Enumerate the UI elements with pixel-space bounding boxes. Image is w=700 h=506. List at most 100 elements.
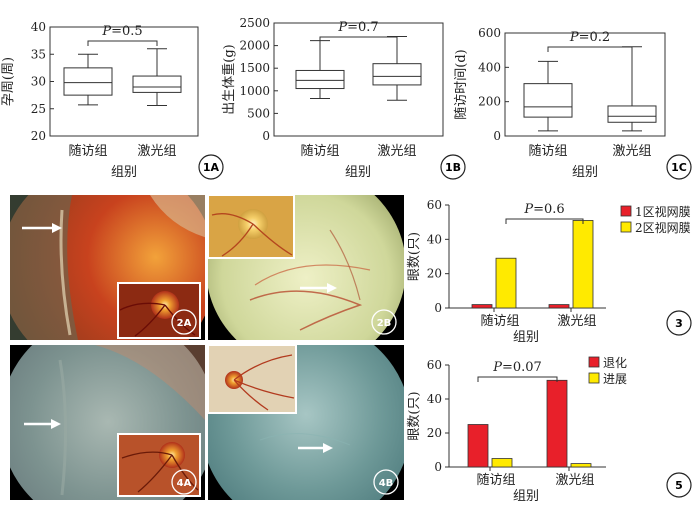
x-category-label: 激光组 <box>137 144 176 159</box>
y-tick-label: 2500 <box>239 16 270 30</box>
plot-frame <box>273 22 444 137</box>
x-axis-label: 组别 <box>513 489 539 504</box>
iqr-box <box>607 105 657 123</box>
y-axis-label: 眼数(只) <box>407 232 422 281</box>
p-symbol: P <box>101 24 111 39</box>
p-value: =0.7 <box>347 20 379 35</box>
y-tick-label: 0 <box>262 129 270 143</box>
significance-bracket <box>505 218 584 224</box>
p-value: =0.2 <box>579 30 611 45</box>
legend-label-2: 2区视网膜 <box>635 220 691 235</box>
x-category-label: 随访组 <box>300 144 339 159</box>
bar-1-1 <box>471 304 493 309</box>
x-axis-label: 组别 <box>513 330 539 345</box>
bar-2-1 <box>495 257 517 309</box>
fundus-photo-4B: 4B <box>207 344 404 500</box>
significance-bracket <box>477 376 558 382</box>
y-tick-label: 30 <box>31 75 46 89</box>
chart-1A: 20 25 30 35 40 随访组 激光组 P=0.5 孕周(周) 组别 <box>1 20 199 180</box>
y-tick-label: 25 <box>31 102 46 116</box>
panel-badge-2A: 2A <box>171 309 197 335</box>
arrow-2B <box>300 283 337 293</box>
y-tick-label: 2000 <box>239 39 270 53</box>
x-category-label: 随访组 <box>68 144 107 159</box>
p-value: =0.6 <box>533 202 565 217</box>
legend-swatch-2 <box>620 221 632 233</box>
p-value: =0.07 <box>502 360 542 375</box>
y-axis-label: 孕周(周) <box>1 57 16 106</box>
box-2 <box>372 36 422 101</box>
chart-1B: 0 500 1000 1500 2000 2500 随访组 激光组 P=0.7 出生体重(g) 组别 <box>221 16 444 180</box>
fundus-photo-2B: 2B <box>207 194 404 340</box>
significance-bracket <box>319 36 398 42</box>
x-axis-label: 组别 <box>345 165 371 180</box>
inset-2B <box>207 194 295 259</box>
y-axis-label: 随访时间(d) <box>454 49 469 119</box>
p-value-label: P=0.6 <box>523 202 564 217</box>
box-1 <box>295 40 345 99</box>
y-tick-label: 0 <box>434 301 442 315</box>
y-tick-label: 20 <box>427 426 442 440</box>
bar-2-2 <box>570 463 592 468</box>
box-2 <box>607 46 657 132</box>
panel-badge-4B: 4B <box>373 469 399 495</box>
panel-badge-1A: 1A <box>198 154 224 180</box>
p-value-label: P=0.07 <box>492 360 542 375</box>
y-tick-label: 600 <box>478 26 501 40</box>
legend-swatch-1 <box>588 356 600 368</box>
bar-1-2 <box>548 304 570 309</box>
legend-swatch-1 <box>620 205 632 217</box>
p-symbol: P <box>492 360 502 375</box>
x-category-label: 随访组 <box>476 473 515 488</box>
svg-text:2B: 2B <box>377 318 392 329</box>
panel-badge-1B: 1B <box>440 154 466 180</box>
svg-text:4A: 4A <box>177 478 192 489</box>
p-value: =0.5 <box>111 24 143 39</box>
box-1 <box>63 53 113 106</box>
y-tick-label: 20 <box>31 129 46 143</box>
x-axis-label: 组别 <box>111 165 137 180</box>
y-tick-label: 40 <box>31 20 46 34</box>
p-symbol: P <box>569 30 579 45</box>
y-tick-label: 1500 <box>239 61 270 75</box>
y-tick-label: 35 <box>31 47 46 61</box>
legend-label-1: 退化 <box>603 356 627 370</box>
x-category-label: 激光组 <box>555 473 594 488</box>
fundus-photo-2A: 2A <box>10 195 205 340</box>
svg-text:1A: 1A <box>203 161 220 174</box>
iqr-box <box>63 67 113 96</box>
iqr-box <box>295 69 345 90</box>
x-category-label: 激光组 <box>377 144 416 159</box>
x-category-label: 激光组 <box>557 314 596 329</box>
bar-1-1 <box>467 424 489 468</box>
y-tick-label: 400 <box>478 60 501 74</box>
svg-text:1B: 1B <box>445 161 461 174</box>
y-tick-label: 40 <box>427 232 442 246</box>
p-value-label: P=0.2 <box>569 30 610 45</box>
bar-2-2 <box>572 220 594 309</box>
plot-frame <box>504 32 666 137</box>
svg-text:4B: 4B <box>379 478 394 489</box>
panel-badge-2B: 2B <box>371 309 397 335</box>
y-tick-label: 0 <box>493 129 501 143</box>
y-tick-label: 60 <box>427 358 442 372</box>
iqr-box <box>132 75 182 93</box>
legend-label-2: 进展 <box>603 372 627 386</box>
p-symbol: P <box>523 202 533 217</box>
y-tick-label: 200 <box>478 95 501 109</box>
inset-4A <box>117 433 201 497</box>
svg-text:1C: 1C <box>671 161 687 174</box>
panel-badge-4A: 4A <box>171 469 197 495</box>
x-category-label: 激光组 <box>612 144 651 159</box>
panel-badge-5: 5 <box>666 472 692 498</box>
arrow-4B <box>298 443 333 453</box>
p-symbol: P <box>337 20 347 35</box>
svg-text:5: 5 <box>675 479 683 492</box>
x-category-label: 随访组 <box>528 144 567 159</box>
svg-text:3: 3 <box>675 317 683 330</box>
bar-1-2 <box>546 379 568 468</box>
bar-2-1 <box>491 458 513 468</box>
legend-swatch-2 <box>588 372 600 384</box>
